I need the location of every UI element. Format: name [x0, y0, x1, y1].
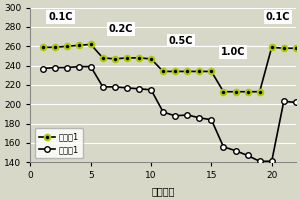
Line: 对比例1: 对比例1 — [40, 64, 298, 164]
实施例1 — [258, 91, 261, 93]
对比例1 — [210, 119, 213, 121]
实施例1 — [149, 58, 153, 60]
实施例1 — [222, 91, 225, 93]
实施例1 — [185, 70, 189, 73]
对比例1 — [294, 101, 298, 104]
实施例1 — [65, 45, 68, 48]
对比例1 — [77, 65, 80, 68]
对比例1 — [125, 87, 129, 89]
对比例1 — [234, 149, 237, 152]
对比例1 — [101, 86, 105, 88]
实施例1 — [137, 57, 141, 59]
实施例1 — [294, 47, 298, 49]
实施例1 — [125, 57, 129, 59]
对比例1 — [270, 160, 274, 162]
实施例1 — [113, 58, 117, 60]
实施例1 — [210, 70, 213, 73]
对比例1 — [173, 115, 177, 117]
对比例1 — [137, 88, 141, 90]
Text: 0.1C: 0.1C — [266, 12, 290, 22]
对比例1 — [89, 65, 93, 68]
Line: 实施例1: 实施例1 — [40, 42, 298, 94]
实施例1 — [89, 43, 93, 46]
对比例1 — [113, 86, 117, 88]
实施例1 — [53, 46, 56, 48]
对比例1 — [258, 160, 261, 162]
实施例1 — [282, 47, 286, 49]
实施例1 — [77, 44, 80, 47]
Text: 0.1C: 0.1C — [48, 12, 73, 22]
实施例1 — [173, 70, 177, 73]
对比例1 — [185, 114, 189, 116]
对比例1 — [53, 66, 56, 69]
对比例1 — [65, 66, 68, 69]
实施例1 — [234, 91, 237, 93]
实施例1 — [246, 91, 249, 93]
对比例1 — [41, 67, 44, 70]
对比例1 — [282, 100, 286, 103]
Text: 0.2C: 0.2C — [109, 24, 133, 34]
对比例1 — [149, 89, 153, 91]
实施例1 — [197, 70, 201, 73]
实施例1 — [41, 46, 44, 48]
对比例1 — [161, 111, 165, 113]
Legend: 实施例1, 对比例1: 实施例1, 对比例1 — [34, 128, 83, 158]
实施例1 — [101, 57, 105, 59]
X-axis label: 循环次数: 循环次数 — [152, 186, 175, 196]
对比例1 — [222, 146, 225, 148]
对比例1 — [246, 154, 249, 157]
Text: 0.5C: 0.5C — [169, 36, 194, 46]
实施例1 — [161, 70, 165, 73]
Text: 1.0C: 1.0C — [221, 47, 245, 57]
实施例1 — [270, 46, 274, 48]
对比例1 — [197, 117, 201, 119]
